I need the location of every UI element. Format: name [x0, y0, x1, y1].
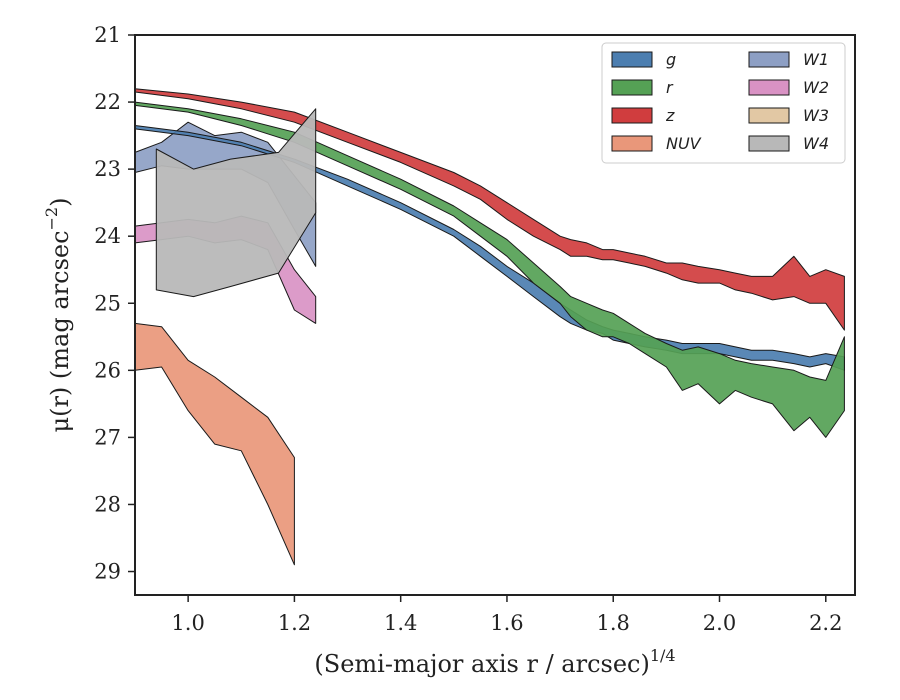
legend-swatch-w2 [748, 79, 790, 96]
legend-swatch-r [611, 79, 653, 96]
plot-frame [134, 34, 856, 596]
x-tick-label: 1.8 [597, 611, 630, 635]
series-band-w4 [155, 108, 317, 298]
legend: grz NUV W1 W2 W3 W4 [601, 42, 846, 164]
y-tick-label: 24 [94, 224, 121, 248]
y-tick-label: 25 [94, 291, 121, 315]
series-band-r [134, 101, 845, 438]
y-tick-label: 27 [94, 425, 121, 449]
y-tick-label: 21 [94, 23, 121, 47]
y-tick-label: 23 [94, 157, 121, 181]
y-tick-label: 22 [94, 90, 121, 114]
y-axis-label: μ(r) (mag arcsec−2) [42, 198, 74, 433]
y-tick-label: 26 [94, 358, 121, 382]
x-axis-label-text: (Semi-major axis r / arcsec) [314, 650, 649, 678]
x-tick-label: 1.2 [278, 611, 311, 635]
x-tick-label: 1.4 [384, 611, 417, 635]
legend-swatch-w3 [748, 107, 790, 124]
legend-label-w4: W4 [803, 134, 829, 153]
legend-label-g: g [666, 50, 676, 69]
x-tick-label: 1.0 [171, 611, 204, 635]
legend-swatch-w4 [748, 135, 790, 152]
x-axis-label: (Semi-major axis r / arcsec)1/4 [314, 646, 675, 678]
legend-label-w3: W3 [803, 106, 829, 125]
x-tick-label: 1.6 [490, 611, 523, 635]
legend-swatch-w1 [748, 51, 790, 68]
legend-swatch-nuv [611, 135, 653, 152]
legend-label-z: z [665, 106, 675, 125]
legend-label-r: r [666, 78, 674, 97]
y-axis-label-close: ) [46, 198, 74, 207]
legend-label-w1: W1 [803, 50, 829, 69]
x-axis-label-exponent: 1/4 [650, 646, 676, 665]
x-tick-label: 2.0 [703, 611, 736, 635]
x-axis: 1.0 1.2 1.4 1.6 1.8 2.0 2.2 [171, 595, 842, 635]
legend-frame [601, 42, 846, 164]
data-bands [134, 88, 845, 566]
y-axis-label-text: μ(r) (mag arcsec [46, 230, 74, 432]
legend-swatch-g [611, 51, 653, 68]
legend-label-w2: W2 [803, 78, 829, 97]
legend-swatch-z [611, 107, 653, 124]
x-tick-label: 2.2 [809, 611, 842, 635]
series-band-nuv [134, 322, 295, 566]
y-tick-label: 28 [94, 492, 121, 516]
legend-label-nuv: NUV [666, 134, 702, 153]
y-axis-label-exponent: −2 [42, 207, 61, 231]
series-band-z [134, 88, 845, 331]
y-tick-label: 29 [94, 560, 121, 584]
y-axis: 21 22 23 24 25 26 27 28 29 [94, 23, 135, 584]
